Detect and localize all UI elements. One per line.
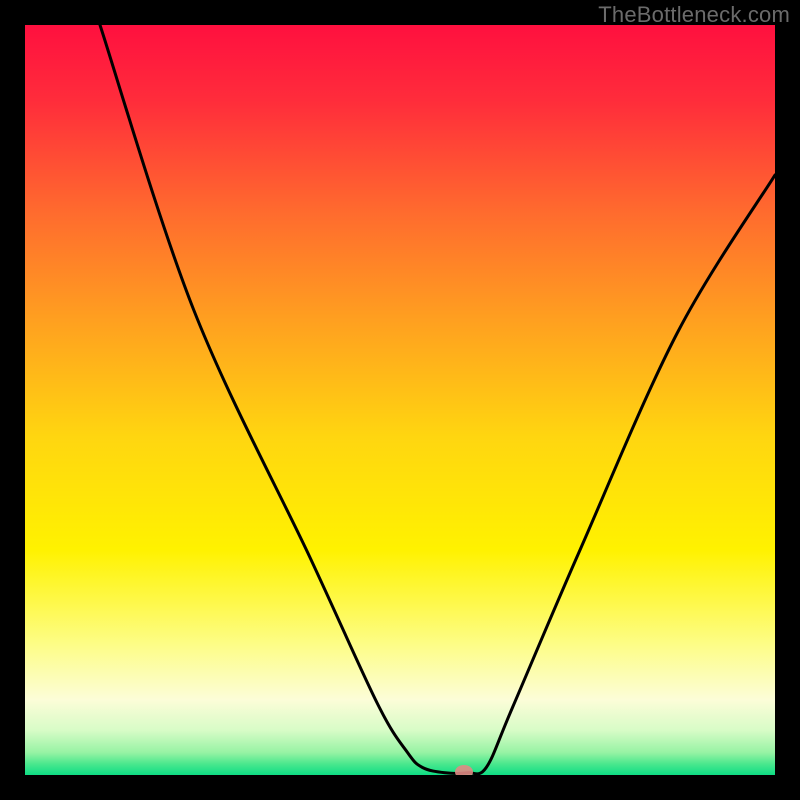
chart-svg [25,25,775,775]
chart-container: TheBottleneck.com [0,0,800,800]
plot-area [25,25,775,775]
background-gradient [25,25,775,775]
optimal-point-marker [455,765,473,775]
